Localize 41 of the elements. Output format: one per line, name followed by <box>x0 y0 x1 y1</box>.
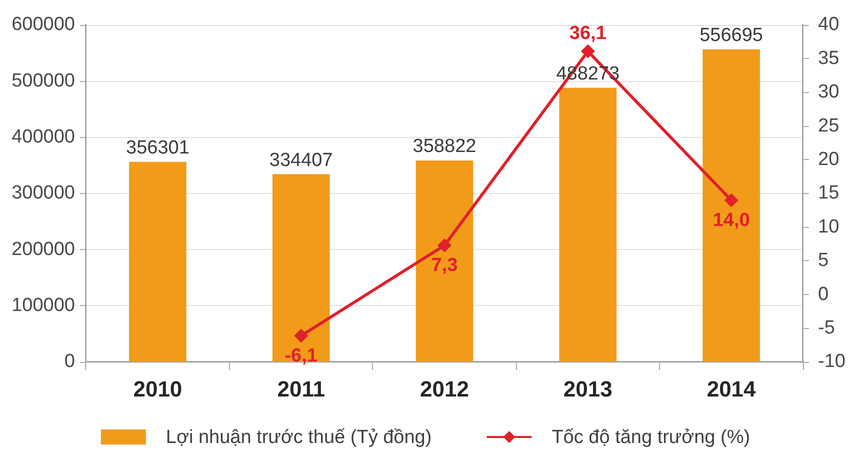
y2-tick-label: -5 <box>818 318 835 339</box>
point <box>724 193 738 208</box>
y2-tick-label: 0 <box>818 284 829 305</box>
y-tick-label: 200000 <box>12 238 75 260</box>
x-tick-label: 2012 <box>420 376 469 402</box>
y-tick-label: 400000 <box>12 126 75 148</box>
bar <box>129 162 186 362</box>
legend-label: Lợi nhuận trước thuế (Tỷ đồng) <box>166 427 432 448</box>
y2-tick-label: 20 <box>818 149 840 170</box>
y-tick-label: 500000 <box>12 70 75 92</box>
data-label: 334407 <box>269 150 333 171</box>
point <box>294 328 308 343</box>
y2-tick-label: 15 <box>818 182 840 204</box>
x-tick-label: 2010 <box>133 376 182 402</box>
data-label: 36,1 <box>569 23 607 44</box>
point <box>580 44 595 58</box>
y-tick-label: 100000 <box>12 295 75 316</box>
data-label: 356301 <box>126 138 190 159</box>
data-label: 556695 <box>700 25 764 46</box>
y2-tick-label: 25 <box>818 115 840 136</box>
y2-tick-label: 40 <box>818 14 840 36</box>
data-label: 7,3 <box>431 255 458 276</box>
y-tick-label: 300000 <box>12 182 75 204</box>
data-label: 14,0 <box>712 210 750 231</box>
x-tick-label: 2014 <box>706 376 757 402</box>
bar <box>416 160 474 362</box>
y2-tick-label: 10 <box>818 216 840 238</box>
y2-tick-label: -10 <box>818 351 846 372</box>
y2-tick-label: 5 <box>818 250 829 272</box>
y2-tick-label: 30 <box>818 82 840 103</box>
x-tick-label: 2013 <box>563 376 612 402</box>
x-tick-label: 2011 <box>277 376 325 402</box>
point <box>438 238 452 252</box>
y-tick-label: 0 <box>64 351 75 372</box>
data-label: 358822 <box>412 136 476 158</box>
bar <box>702 49 760 362</box>
y2-tick-label: 35 <box>818 48 840 69</box>
legend-label: Tốc độ tăng trưởng (%) <box>552 427 750 448</box>
y-tick-label: 600000 <box>12 14 75 36</box>
bar <box>559 88 617 362</box>
data-label: -6,1 <box>284 345 318 366</box>
